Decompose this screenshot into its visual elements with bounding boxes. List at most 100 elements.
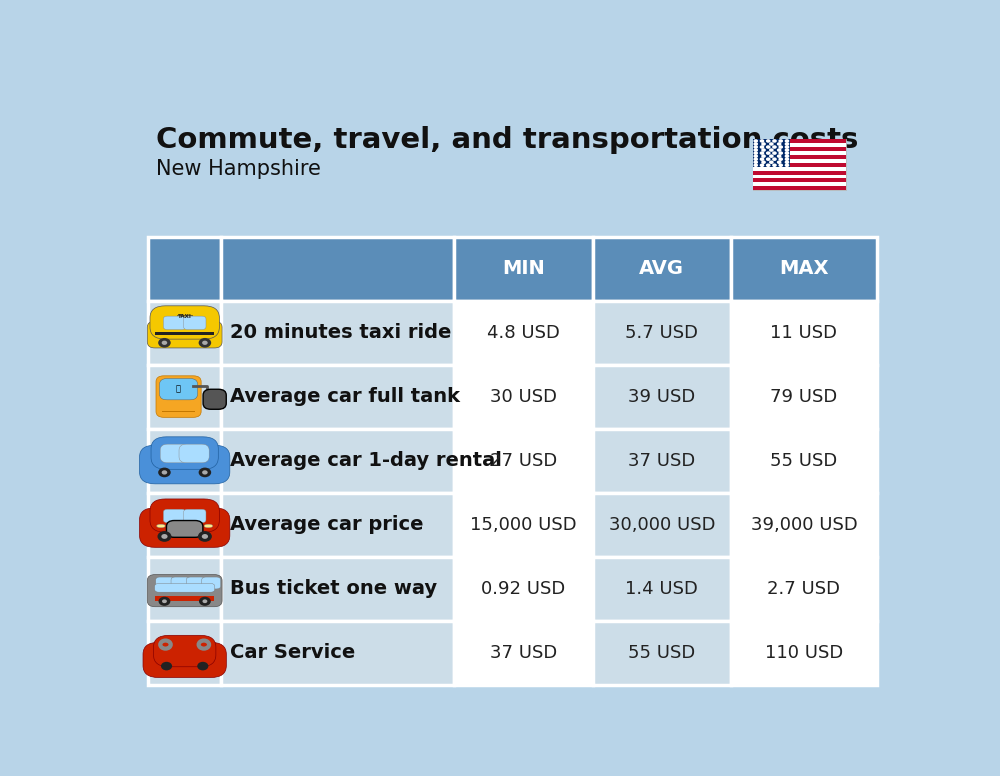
- Circle shape: [785, 158, 789, 161]
- Circle shape: [785, 148, 789, 152]
- Bar: [454, 556, 593, 621]
- FancyBboxPatch shape: [150, 306, 219, 339]
- FancyBboxPatch shape: [184, 509, 206, 523]
- FancyBboxPatch shape: [156, 577, 175, 589]
- Circle shape: [785, 142, 789, 146]
- Bar: [454, 428, 593, 493]
- Circle shape: [766, 151, 771, 155]
- Text: 79 USD: 79 USD: [770, 387, 838, 406]
- Text: 15,000 USD: 15,000 USD: [470, 515, 577, 534]
- Circle shape: [161, 534, 168, 539]
- Text: 4.8 USD: 4.8 USD: [487, 324, 560, 341]
- FancyBboxPatch shape: [160, 444, 190, 462]
- Bar: [753, 140, 790, 167]
- Circle shape: [777, 148, 781, 152]
- Bar: [753, 144, 846, 147]
- FancyBboxPatch shape: [153, 636, 216, 667]
- Circle shape: [769, 161, 774, 164]
- FancyBboxPatch shape: [151, 437, 218, 469]
- FancyBboxPatch shape: [140, 508, 230, 547]
- Circle shape: [753, 161, 758, 164]
- Circle shape: [197, 662, 208, 670]
- Circle shape: [778, 145, 783, 149]
- Bar: [454, 493, 593, 556]
- Bar: [148, 621, 221, 684]
- Circle shape: [753, 154, 758, 158]
- Bar: [454, 300, 593, 365]
- Text: 27 USD: 27 USD: [490, 452, 557, 469]
- Bar: [593, 621, 731, 684]
- Bar: [148, 428, 221, 493]
- Bar: [454, 621, 593, 684]
- Text: 💧: 💧: [176, 385, 181, 393]
- Text: Average car price: Average car price: [230, 515, 424, 534]
- Text: Average car full tank: Average car full tank: [230, 387, 460, 406]
- Bar: [148, 493, 221, 556]
- Bar: [221, 556, 454, 621]
- Circle shape: [785, 164, 789, 167]
- Bar: [221, 621, 454, 684]
- Circle shape: [157, 531, 171, 542]
- Circle shape: [760, 158, 764, 161]
- Bar: [731, 621, 877, 684]
- Text: 1.4 USD: 1.4 USD: [625, 580, 698, 598]
- Circle shape: [753, 142, 758, 146]
- Circle shape: [777, 142, 781, 146]
- Circle shape: [760, 139, 764, 143]
- Bar: [753, 186, 846, 190]
- Circle shape: [785, 161, 789, 164]
- Bar: [593, 365, 731, 428]
- Text: MIN: MIN: [502, 259, 545, 278]
- Bar: [753, 140, 846, 144]
- Circle shape: [766, 158, 771, 161]
- FancyBboxPatch shape: [156, 376, 201, 417]
- Circle shape: [761, 142, 766, 146]
- Circle shape: [158, 468, 171, 477]
- Circle shape: [753, 139, 758, 143]
- Circle shape: [769, 154, 774, 158]
- Bar: [221, 300, 454, 365]
- Circle shape: [760, 151, 764, 155]
- FancyBboxPatch shape: [140, 445, 230, 484]
- Text: 37 USD: 37 USD: [628, 452, 695, 469]
- Circle shape: [761, 161, 766, 164]
- Bar: [753, 140, 846, 190]
- Text: Average car 1-day rental: Average car 1-day rental: [230, 451, 502, 470]
- Bar: [593, 493, 731, 556]
- Circle shape: [772, 158, 777, 161]
- Bar: [731, 237, 877, 300]
- Circle shape: [761, 154, 766, 158]
- Circle shape: [766, 164, 771, 167]
- Text: AVG: AVG: [639, 259, 684, 278]
- FancyBboxPatch shape: [147, 574, 222, 607]
- Circle shape: [162, 470, 167, 475]
- Bar: [753, 182, 846, 186]
- Circle shape: [199, 338, 211, 348]
- Circle shape: [162, 341, 167, 345]
- Bar: [753, 167, 846, 171]
- FancyBboxPatch shape: [150, 499, 219, 532]
- Circle shape: [785, 151, 789, 155]
- Text: Bus ticket one way: Bus ticket one way: [230, 579, 438, 598]
- FancyBboxPatch shape: [147, 321, 222, 348]
- Bar: [753, 163, 846, 167]
- FancyBboxPatch shape: [163, 316, 186, 330]
- Bar: [753, 175, 846, 178]
- Bar: [731, 300, 877, 365]
- Bar: [177, 314, 192, 319]
- Bar: [221, 237, 454, 300]
- Circle shape: [777, 161, 781, 164]
- Circle shape: [760, 164, 764, 167]
- Bar: [753, 151, 846, 155]
- Bar: [454, 365, 593, 428]
- Circle shape: [202, 534, 208, 539]
- Bar: [221, 493, 454, 556]
- Circle shape: [772, 164, 777, 167]
- Circle shape: [753, 158, 758, 161]
- Bar: [731, 493, 877, 556]
- FancyBboxPatch shape: [186, 577, 205, 589]
- Text: MAX: MAX: [779, 259, 829, 278]
- Circle shape: [769, 142, 774, 146]
- Circle shape: [760, 145, 764, 149]
- Bar: [155, 596, 214, 601]
